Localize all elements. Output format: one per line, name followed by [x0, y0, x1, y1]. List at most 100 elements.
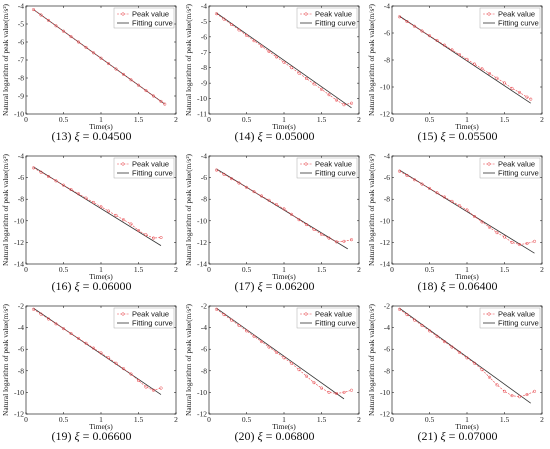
chart-svg: 0 0.5 1 1.5 2 -12 -10 -8 -6 -4 -2 Time(s) Natural lo… — [367, 302, 544, 432]
y-tick-label: -8 — [201, 63, 207, 72]
y-axis-label: Natural logarithm of peak value(m/s²) — [1, 4, 10, 116]
peak-value-point — [91, 51, 96, 55]
peak-value-point — [487, 375, 492, 379]
peak-value-point — [525, 95, 529, 99]
caption-id: (18) — [417, 279, 441, 293]
peak-value-point — [144, 89, 148, 93]
peak-value-point — [442, 43, 447, 47]
y-tick-label: -10 — [14, 216, 24, 225]
peak-value-point — [349, 238, 354, 242]
y-tick-label: -6 — [18, 173, 24, 182]
x-axis-label: Time(s) — [89, 122, 113, 131]
y-tick-label: -5 — [201, 17, 207, 26]
peak-value-point — [39, 312, 43, 316]
legend-fit-label: Fitting curve — [498, 319, 539, 328]
peak-value-point — [412, 178, 417, 182]
x-tick-label: 1 — [465, 415, 469, 424]
legend-peak-label: Peak value — [315, 10, 352, 19]
peak-value-point — [525, 393, 529, 397]
peak-value-point — [84, 45, 88, 49]
caption-value: 0.06400 — [458, 279, 498, 293]
legend-fit-label: Fitting curve — [132, 319, 173, 328]
peak-value-point — [412, 24, 417, 28]
peak-value-point — [244, 329, 249, 333]
caption-value: 0.06800 — [275, 429, 315, 443]
fitting-curve-line — [399, 307, 531, 404]
peak-value-point — [480, 220, 484, 224]
y-axis-label: Natural logarithm of peak value(m/s²) — [1, 154, 10, 266]
chart-panel-7: 0 0.5 1 1.5 2 -12 -10 -8 -6 -4 -2 Time(s) Natural lo… — [0, 300, 183, 449]
chart-panel-1: 0 0.5 1 1.5 2 -10 -9 -8 -7 -6 -5 -4 Time(s) Natural l… — [0, 0, 183, 149]
x-tick-label: 0.5 — [242, 115, 252, 124]
xi-symbol: ξ — [440, 429, 446, 443]
x-tick-label: 2 — [540, 115, 544, 124]
peak-value-point — [151, 388, 156, 392]
caption-value: 0.06600 — [92, 429, 132, 443]
x-tick-label: 0.5 — [425, 115, 435, 124]
peak-value-line — [33, 9, 165, 105]
peak-value-point — [289, 361, 294, 365]
caption-equals: = — [262, 429, 276, 443]
peak-value-point — [274, 203, 279, 207]
peak-value-point — [289, 212, 294, 216]
x-tick-label: 1 — [99, 415, 103, 424]
peak-value-line — [216, 13, 352, 106]
x-tick-label: 1 — [282, 115, 286, 124]
x-tick-label: 0.5 — [242, 415, 252, 424]
peak-value-point — [121, 218, 126, 222]
peak-value-point — [480, 368, 484, 372]
peak-value-point — [457, 350, 462, 354]
legend-peak-label: Peak value — [498, 310, 535, 319]
caption-value: 0.04500 — [92, 129, 132, 143]
peak-value-point — [84, 341, 88, 345]
y-axis-label: Natural logarithm of peak value(m/s²) — [367, 4, 376, 116]
xi-symbol: ξ — [74, 129, 80, 143]
legend-peak-label: Peak value — [498, 160, 535, 169]
peak-value-point — [457, 204, 462, 208]
chart-panel-4: 0 0.5 1 1.5 2 -14 -12 -10 -8 -6 -4 Time(s) Natural l… — [0, 150, 183, 299]
peak-value-point — [76, 192, 81, 196]
y-tick-label: -4 — [18, 152, 24, 161]
x-tick-label: 2 — [174, 115, 178, 124]
peak-value-point — [106, 209, 111, 213]
x-tick-label: 1 — [465, 115, 469, 124]
xi-symbol: ξ — [257, 429, 263, 443]
x-tick-label: 0 — [24, 265, 28, 274]
peak-value-point — [495, 76, 499, 80]
y-tick-label: -14 — [380, 260, 390, 269]
caption-value: 0.06000 — [92, 279, 132, 293]
y-tick-label: -4 — [201, 323, 207, 332]
peak-value-point — [442, 195, 447, 199]
peak-value-point — [487, 71, 492, 76]
peak-value-point — [106, 62, 111, 66]
y-tick-label: -8 — [384, 56, 390, 65]
peak-value-point — [297, 368, 301, 372]
legend-peak-marker — [304, 12, 308, 16]
chart-svg: 0 0.5 1 1.5 2 -14 -12 -10 -8 -6 -4 Time(s) Natural l… — [367, 152, 544, 282]
peak-value-point — [304, 374, 309, 378]
xi-symbol: ξ — [74, 279, 80, 293]
x-tick-label: 0 — [24, 415, 28, 424]
peak-value-point — [420, 323, 424, 327]
peak-value-point — [121, 367, 126, 371]
xi-symbol: ξ — [74, 429, 80, 443]
peak-value-point — [31, 307, 36, 311]
peak-value-point — [342, 103, 346, 107]
peak-value-point — [129, 78, 133, 82]
peak-value-point — [91, 346, 96, 350]
y-tick-label: -10 — [380, 83, 390, 92]
peak-value-point — [214, 307, 219, 311]
y-axis-label: Natural logarithm of peak value(m/s²) — [1, 304, 10, 416]
legend-fit-label: Fitting curve — [315, 319, 356, 328]
peak-value-point — [435, 334, 439, 338]
x-tick-label: 0 — [207, 265, 211, 274]
y-tick-label: -6 — [384, 173, 390, 182]
peak-value-point — [222, 172, 226, 176]
peak-value-point — [495, 383, 499, 387]
peak-value-point — [472, 214, 477, 219]
x-tick-label: 0 — [207, 415, 211, 424]
peak-value-point — [274, 55, 279, 59]
peak-value-point — [282, 356, 286, 360]
x-axis-label: Time(s) — [89, 272, 113, 281]
peak-value-point — [69, 187, 73, 192]
